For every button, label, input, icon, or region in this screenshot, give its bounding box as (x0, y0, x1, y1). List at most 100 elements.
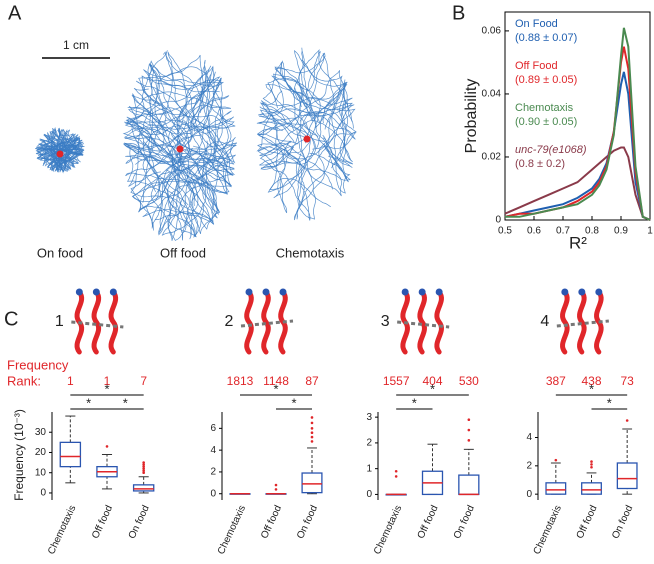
series-line (505, 27, 651, 221)
rank-value: 530 (459, 374, 479, 388)
x-tick-label: Off food (90, 504, 115, 541)
panel-number: 4 (540, 313, 549, 330)
outlier (590, 463, 593, 466)
track (124, 143, 171, 211)
significance-label: * (86, 395, 91, 410)
track (138, 132, 235, 239)
origin-dot (303, 135, 311, 143)
box (458, 474, 480, 496)
outlier (310, 431, 314, 435)
outlier (394, 469, 398, 473)
rank-value: 1148 (263, 374, 289, 388)
track (143, 54, 220, 163)
x-tick-label: 1 (647, 226, 653, 237)
worm-head (578, 288, 586, 296)
y-tick-label: 4 (210, 445, 216, 456)
condition-label: On food (37, 245, 83, 260)
y-tick-label: 0 (366, 489, 372, 500)
panel-number: 2 (225, 313, 234, 330)
track (259, 106, 316, 170)
rank-value: 438 (581, 374, 601, 388)
track (257, 140, 333, 190)
condition-label: Off food (160, 245, 206, 260)
significance-label: * (589, 381, 594, 396)
legend-annotation: (0.8 ± 0.2) (515, 158, 565, 170)
scale-bar-label: 1 cm (63, 38, 89, 52)
track (267, 78, 321, 123)
outlier (142, 461, 145, 464)
outlier (142, 467, 145, 470)
y-tick-label: 1 (366, 463, 372, 474)
worm-head (75, 288, 83, 296)
worm-head (595, 288, 603, 296)
worm-head (92, 288, 100, 296)
orientation-line (397, 320, 450, 329)
x-tick-label: On food (610, 504, 635, 541)
rank-value: 1557 (383, 374, 410, 388)
outlier (142, 469, 145, 472)
outlier (310, 435, 314, 439)
y-tick-label: 0 (40, 488, 46, 499)
track (145, 65, 212, 229)
outlier (467, 439, 471, 442)
y-tick-label: 2 (366, 438, 372, 449)
legend-entry: Chemotaxis (515, 102, 574, 114)
track (316, 82, 347, 149)
worm-body (417, 289, 427, 355)
rank-value: 1813 (227, 374, 254, 388)
outlier (274, 488, 278, 491)
series-line (504, 146, 651, 221)
box (545, 482, 567, 495)
significance-label: * (412, 395, 417, 410)
outlier (554, 458, 558, 462)
rank-value: 73 (620, 374, 634, 388)
box (59, 441, 82, 468)
track (127, 107, 182, 164)
panel-label: B (452, 2, 465, 24)
y-tick-label: 0.02 (482, 152, 502, 163)
track (259, 148, 330, 221)
significance-label: * (430, 381, 435, 396)
x-tick-label: Off food (416, 504, 441, 541)
worm-head (109, 288, 117, 296)
orientation-line (71, 320, 124, 329)
y-tick-label: 2 (526, 460, 532, 471)
rank-label: Frequency (7, 357, 69, 372)
outlier (590, 465, 593, 469)
track (128, 65, 232, 187)
y-tick-label: 0 (526, 489, 532, 500)
orientation-line (556, 319, 609, 328)
x-tick-label: 0.7 (556, 226, 570, 237)
y-tick-label: 0.06 (482, 26, 502, 37)
y-tick-label: 0 (495, 215, 501, 226)
rank-value: 404 (422, 374, 442, 388)
x-tick-label: Off food (259, 504, 284, 541)
x-tick-label: On food (295, 504, 320, 541)
worm-body (108, 289, 119, 355)
track (322, 79, 354, 165)
box (301, 472, 323, 494)
y-tick-label: 4 (526, 432, 532, 443)
panel-label: C (4, 308, 18, 330)
worm-head (262, 288, 270, 296)
rank-label: Rank: (7, 373, 41, 388)
x-tick-label: Chemotaxis (532, 504, 564, 557)
worm-body (577, 289, 587, 355)
x-tick-label: On food (452, 504, 477, 541)
track (124, 64, 176, 165)
x-tick-label: 0.8 (585, 226, 599, 237)
panel-label: A (8, 2, 22, 24)
y-tick-label: 2 (210, 467, 216, 478)
outlier (310, 427, 314, 430)
plot-frame (504, 11, 651, 221)
track (313, 83, 348, 130)
outlier (142, 471, 145, 475)
worm-head (401, 288, 409, 296)
rank-value: 387 (546, 374, 566, 388)
y-tick-label: 3 (366, 412, 372, 423)
track (143, 51, 236, 176)
worm-body (244, 289, 254, 355)
y-axis-label: Probability (463, 79, 480, 154)
